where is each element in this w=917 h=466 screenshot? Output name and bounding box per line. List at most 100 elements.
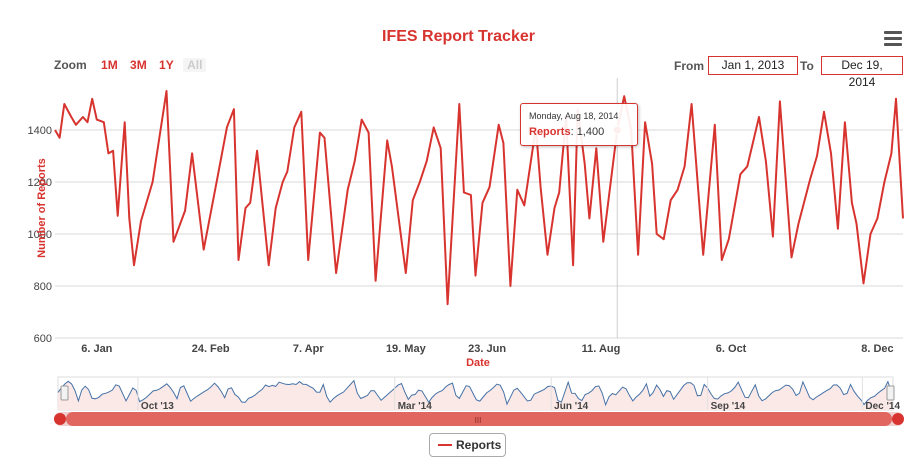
data-point [139, 220, 142, 223]
y-axis-tick-labels: 600 800 1000 1200 1400 [28, 125, 52, 345]
data-point [651, 162, 654, 165]
tooltip: Monday, Aug 18, 2014 Reports: 1,400 [520, 103, 638, 146]
data-point [497, 123, 500, 126]
navigator-area [58, 380, 893, 410]
data-point [70, 116, 73, 119]
data-point [895, 97, 898, 100]
hamburger-menu-icon[interactable] [884, 31, 902, 47]
data-point [128, 217, 131, 220]
data-point [237, 259, 240, 262]
tooltip-series-name: Reports [529, 126, 571, 138]
data-point [63, 103, 66, 106]
data-point [899, 178, 902, 181]
data-point [172, 240, 175, 243]
data-point [216, 175, 219, 178]
data-point [572, 264, 575, 267]
data-point [553, 207, 556, 210]
navigator-labels: Oct '13 Mar '14 Jun '14 Sep '14 Dec '14 [137, 377, 900, 412]
x-tick-label: 24. Feb [192, 343, 230, 355]
data-point [720, 259, 723, 262]
menu-bar-icon [884, 37, 902, 40]
data-point [588, 217, 591, 220]
data-point [713, 123, 716, 126]
data-point [123, 121, 126, 124]
data-point [112, 149, 115, 152]
zoom-selector: Zoom 1M 3M 1Y All [54, 58, 209, 74]
data-point [232, 108, 235, 111]
legend-line-symbol [438, 444, 452, 446]
scrollbar-left-arrow[interactable] [54, 413, 66, 425]
zoom-label: Zoom [54, 58, 87, 72]
data-point [883, 181, 886, 184]
data-point [439, 147, 442, 150]
data-point [862, 282, 865, 285]
data-point [386, 139, 389, 142]
data-point [86, 121, 89, 124]
data-point [293, 126, 296, 129]
data-point [411, 199, 414, 202]
data-point [816, 155, 819, 158]
data-point [323, 136, 326, 139]
data-point [91, 97, 94, 100]
data-point [676, 188, 679, 191]
data-point [809, 178, 812, 181]
data-point [502, 142, 505, 145]
data-point [797, 222, 800, 225]
scrollbar-thumb[interactable] [66, 412, 892, 426]
data-point [623, 95, 626, 98]
navigator-scrollbar: III [54, 412, 904, 426]
y-tick-label: 600 [34, 333, 52, 345]
navigator-handle-right[interactable] [886, 385, 895, 401]
to-label: To [800, 59, 814, 73]
data-point [274, 207, 277, 210]
data-point [256, 149, 259, 152]
zoom-1y-button[interactable]: 1Y [159, 58, 174, 72]
tooltip-value-line: Reports: 1,400 [529, 126, 605, 138]
data-point [184, 209, 187, 212]
data-point [637, 253, 640, 256]
data-point [890, 152, 893, 155]
data-point [225, 126, 228, 129]
data-point [335, 272, 338, 275]
navigator-handle-left[interactable] [60, 385, 69, 401]
x-tick-label: 19. May [386, 343, 427, 355]
from-date-input[interactable]: Jan 1, 2013 [708, 56, 798, 75]
legend-item-reports[interactable]: Reports [429, 433, 506, 457]
data-point [390, 165, 393, 168]
navigator-label: Dec '14 [865, 401, 900, 412]
y-tick-label: 800 [34, 281, 52, 293]
data-point [318, 131, 321, 134]
data-point [300, 110, 303, 113]
zoom-all-button[interactable]: All [183, 58, 207, 72]
data-point [702, 253, 705, 256]
data-point [116, 214, 119, 217]
x-tick-label: 23. Jun [468, 343, 506, 355]
data-point [58, 136, 61, 139]
x-tick-label: 11. Aug [582, 343, 621, 355]
data-point [267, 264, 270, 267]
data-point [367, 131, 370, 134]
data-point [669, 199, 672, 202]
data-point [281, 181, 284, 184]
data-points [54, 90, 905, 306]
scrollbar-grip[interactable]: III [475, 416, 482, 425]
zoom-1m-button[interactable]: 1M [101, 58, 118, 72]
y-tick-label: 1000 [28, 229, 52, 241]
data-point [855, 222, 858, 225]
scrollbar-right-arrow[interactable] [892, 413, 904, 425]
data-point [404, 272, 407, 275]
data-point [764, 160, 767, 163]
tooltip-value: 1,400 [576, 126, 605, 138]
legend-label: Reports [456, 438, 502, 452]
data-point [583, 162, 586, 165]
x-axis-tick-labels: 6. Jan 24. Feb 7. Apr 19. May 23. Jun 11. Aug… [81, 343, 893, 355]
zoom-3m-button[interactable]: 3M [130, 58, 147, 72]
to-date-input[interactable]: Dec 19, 2014 [821, 56, 903, 89]
data-point [286, 170, 289, 173]
data-point [102, 121, 105, 124]
menu-bar-icon [884, 31, 902, 34]
data-point [523, 204, 526, 207]
data-point [458, 103, 461, 106]
y-tick-label: 1400 [28, 125, 52, 137]
tooltip-date: Monday, Aug 18, 2014 [529, 111, 619, 121]
